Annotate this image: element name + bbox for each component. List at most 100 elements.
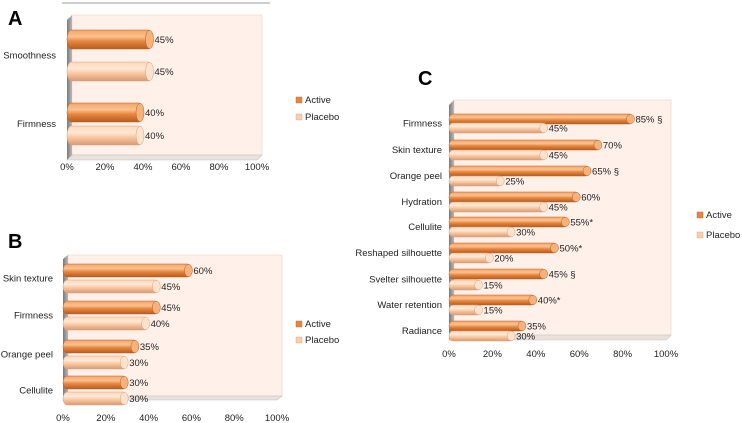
panel-c-category-label: Radiance [402, 326, 442, 337]
active-data-label: 60% [193, 266, 213, 277]
panel-c-category-label: Water retention [377, 300, 442, 311]
panel-b-x-tick: 80% [225, 413, 245, 423]
panel-c-category-label: Cellulite [408, 222, 442, 233]
placebo-bar-cap [145, 62, 154, 81]
legend-swatch-active [696, 211, 704, 219]
placebo-data-label: 30% [516, 228, 536, 239]
active-bar-cap [184, 264, 193, 277]
panel-b-x-tick: 20% [96, 413, 116, 423]
active-data-label: 45% § [549, 270, 576, 281]
placebo-bar-cap [474, 280, 483, 290]
active-bar-cap [539, 269, 548, 279]
placebo-data-label: 45% [549, 203, 569, 214]
placebo-data-label: 15% [484, 306, 504, 317]
panel-c-x-tick: 0% [442, 349, 456, 360]
panel-b-x-tick: 0% [56, 413, 70, 423]
active-bar [448, 242, 558, 254]
active-data-label: 35% [527, 322, 547, 333]
legend-label-placebo: Placebo [706, 230, 740, 241]
panel-a-x-tick: 40% [133, 162, 153, 173]
active-bar [62, 375, 128, 390]
placebo-bar-cap [539, 202, 548, 212]
placebo-data-label: 15% [484, 281, 504, 292]
placebo-data-label: 30% [129, 394, 149, 405]
placebo-data-label: 40% [145, 131, 165, 142]
active-bar [66, 102, 144, 123]
panel-c-x-tick: 40% [526, 349, 546, 360]
active-bar [448, 268, 547, 280]
active-bar [62, 339, 139, 354]
panel-c-x-tick: 100% [654, 349, 679, 360]
active-bar-cap [626, 114, 635, 124]
placebo-bar [66, 61, 153, 82]
placebo-data-label: 45% [549, 151, 569, 162]
panel-c-x-tick: 20% [483, 349, 503, 360]
active-bar [448, 139, 602, 151]
legend-label-active: Active [305, 319, 331, 330]
placebo-data-label: 25% [505, 177, 525, 188]
legend-label-placebo: Placebo [305, 335, 339, 346]
placebo-bar-cap [485, 253, 494, 263]
active-bar-cap [119, 376, 129, 389]
active-data-label: 50%* [560, 244, 583, 255]
panel-a-side-wall [67, 15, 72, 160]
placebo-bar [448, 330, 515, 342]
active-bar [62, 300, 160, 315]
active-data-label: 55%* [570, 218, 593, 229]
panel-a-x-tick: 0% [60, 162, 74, 173]
panel-c-category-label: Skin texture [392, 145, 442, 156]
panel-c-x-tick: 60% [570, 349, 590, 360]
active-data-label: 70% [603, 141, 623, 152]
placebo-bar [62, 391, 128, 406]
placebo-bar-cap [474, 305, 483, 315]
placebo-bar [448, 175, 504, 187]
panel-c-category-label: Hydration [401, 197, 442, 208]
active-bar-cap [130, 340, 140, 353]
panel-a-x-tick: 20% [95, 162, 115, 173]
panel-a-x-tick: 80% [209, 162, 229, 173]
legend-swatch-active [295, 320, 303, 328]
legend-label-active: Active [305, 95, 331, 106]
panel-a-floor [66, 154, 263, 161]
placebo-data-label: 45% [161, 282, 181, 293]
active-bar-cap [571, 192, 581, 202]
active-bar [448, 191, 580, 203]
active-data-label: 65% § [592, 167, 619, 178]
panel-a-plot: 0% 20% 40% 60% 80% 100% Smoothness 45% 45% Firmne… [3, 14, 339, 173]
placebo-data-label: 45% [155, 67, 175, 78]
panel-a-category-label: Firmness [17, 119, 56, 130]
active-bar [66, 29, 153, 50]
active-bar-cap [135, 103, 145, 122]
legend-swatch-placebo [295, 336, 303, 344]
panel-label-c: C [418, 68, 432, 90]
active-data-label: 40%* [538, 296, 561, 307]
panel-c-category-label: Svelter silhouette [369, 275, 442, 286]
panel-b-category-label: Firmness [14, 311, 53, 322]
placebo-bar [448, 122, 547, 134]
placebo-data-label: 40% [151, 319, 171, 330]
legend-label-active: Active [706, 210, 732, 221]
placebo-data-label: 45% [549, 124, 569, 135]
placebo-bar-cap [539, 123, 548, 133]
active-bar [448, 216, 569, 228]
legend-swatch-placebo [295, 113, 303, 121]
active-bar [448, 165, 591, 177]
panel-b-x-tick: 40% [139, 413, 159, 423]
legend-label-placebo: Placebo [305, 112, 339, 123]
active-data-label: 45% [155, 35, 175, 46]
panel-a-x-tick: 60% [171, 162, 191, 173]
panel-c-category-label: Firmness [403, 119, 442, 130]
panel-b-category-label: Orange peel [1, 350, 53, 361]
active-bar [448, 294, 537, 306]
placebo-bar-cap [506, 331, 516, 341]
placebo-bar [62, 355, 128, 370]
placebo-data-label: 20% [494, 254, 514, 265]
placebo-bar-cap [135, 126, 145, 145]
placebo-bar [448, 226, 515, 238]
active-bar [62, 263, 192, 278]
active-data-label: 60% [581, 193, 601, 204]
panel-b-category-label: Cellulite [19, 386, 53, 397]
active-data-label: 30% [129, 378, 149, 389]
placebo-bar [62, 279, 160, 294]
